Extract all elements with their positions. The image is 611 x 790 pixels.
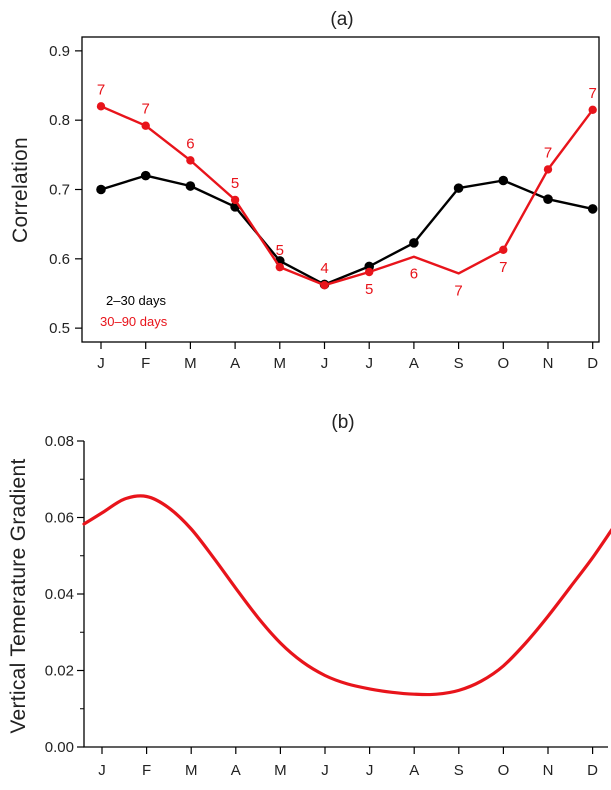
- data-point: [140, 170, 151, 181]
- x-tick-label: J: [97, 355, 105, 372]
- panel-b-axes: [83, 441, 608, 748]
- data-point: [96, 102, 106, 111]
- x-tick-label: A: [409, 355, 419, 372]
- data-point: [185, 181, 196, 191]
- panel-b-series: [82, 494, 611, 697]
- data-point: [587, 204, 598, 214]
- y-tick-label: 0.04: [45, 586, 74, 603]
- y-tick-label: 0.5: [49, 320, 70, 337]
- gradient-curve: [82, 494, 611, 697]
- x-tick-label: J: [321, 355, 329, 372]
- x-tick-label: N: [543, 762, 554, 779]
- x-tick-label: A: [231, 762, 241, 779]
- x-tick-label: M: [274, 355, 287, 372]
- x-tick-label: M: [274, 762, 287, 779]
- x-tick-label: A: [230, 355, 240, 372]
- x-tick-label: F: [142, 762, 151, 779]
- panel-b-y-ticks: 0.00 0.02 0.04 0.06 0.08: [45, 433, 84, 756]
- y-tick-label: 0.6: [49, 251, 70, 268]
- x-tick-label: S: [454, 762, 464, 779]
- data-label: 6: [410, 266, 418, 283]
- data-point: [275, 262, 284, 272]
- data-label: 7: [97, 81, 105, 98]
- y-tick-label: 0.06: [45, 510, 74, 527]
- panel-b-title: (b): [331, 412, 354, 433]
- y-tick-label: 0.02: [45, 663, 74, 680]
- x-tick-label: D: [587, 355, 598, 372]
- x-tick-label: O: [497, 355, 509, 372]
- x-tick-label: M: [185, 762, 198, 779]
- data-point: [230, 195, 240, 205]
- x-tick-label: J: [321, 762, 329, 779]
- data-label: 5: [276, 242, 284, 259]
- data-point: [499, 245, 508, 255]
- panel-a: (a) Correlation 0.5 0.6 0.7 0.8 0.9 J F M A M J J A…: [9, 9, 600, 372]
- x-tick-label: M: [184, 355, 197, 372]
- data-label: 6: [186, 135, 194, 152]
- series-2-30-days: [96, 170, 598, 290]
- data-point: [498, 175, 509, 186]
- y-tick-label: 0.00: [45, 739, 74, 756]
- data-point: [409, 238, 419, 248]
- data-label: 5: [365, 281, 373, 298]
- data-point: [320, 280, 329, 290]
- series-line: [100, 105, 594, 287]
- data-point: [543, 165, 553, 174]
- data-point: [453, 183, 464, 193]
- x-tick-label: O: [498, 762, 510, 779]
- y-tick-label: 0.08: [45, 433, 74, 450]
- data-label: 7: [544, 144, 552, 161]
- x-tick-label: A: [409, 762, 419, 779]
- data-label: 7: [499, 259, 507, 276]
- y-tick-label: 0.7: [49, 182, 70, 199]
- y-tick-label: 0.9: [49, 43, 70, 60]
- data-label: 5: [231, 175, 239, 192]
- data-label: 7: [142, 101, 150, 118]
- x-tick-label: D: [587, 762, 598, 779]
- data-label: 4: [320, 260, 328, 277]
- panel-a-series: 7 7 6 5 5 4 5 6 7 7 7 7: [96, 81, 598, 299]
- x-tick-label: J: [98, 762, 106, 779]
- data-point: [543, 194, 553, 205]
- data-point: [96, 184, 106, 195]
- series-line: [100, 174, 593, 286]
- x-tick-label: F: [141, 355, 150, 372]
- panel-a-title: (a): [330, 9, 353, 30]
- data-point: [588, 105, 597, 114]
- panel-a-y-ticks: 0.5 0.6 0.7 0.8 0.9: [49, 43, 82, 337]
- x-tick-label: J: [365, 355, 373, 372]
- x-tick-label: J: [366, 762, 374, 779]
- data-point: [186, 156, 195, 165]
- x-tick-label: S: [454, 355, 464, 372]
- y-tick-label: 0.8: [49, 112, 70, 129]
- panel-b-ylabel: Vertical Temerature Gradient: [7, 458, 30, 733]
- panel-a-legend: 2–30 days 30–90 days: [100, 293, 168, 329]
- data-point: [141, 121, 150, 130]
- panel-a-ylabel: Correlation: [9, 137, 32, 243]
- series-30-90-days: 7 7 6 5 5 4 5 6 7 7 7 7: [96, 81, 597, 299]
- data-point: [365, 267, 374, 277]
- x-tick-label: N: [543, 355, 554, 372]
- data-label: 7: [589, 85, 597, 102]
- panel-b: (b) Vertical Temerature Gradient 0.000.0…: [7, 412, 611, 779]
- legend-entry-2-30-days: 2–30 days: [106, 293, 166, 308]
- data-label: 7: [454, 282, 462, 299]
- legend-entry-30-90-days: 30–90 days: [100, 314, 168, 329]
